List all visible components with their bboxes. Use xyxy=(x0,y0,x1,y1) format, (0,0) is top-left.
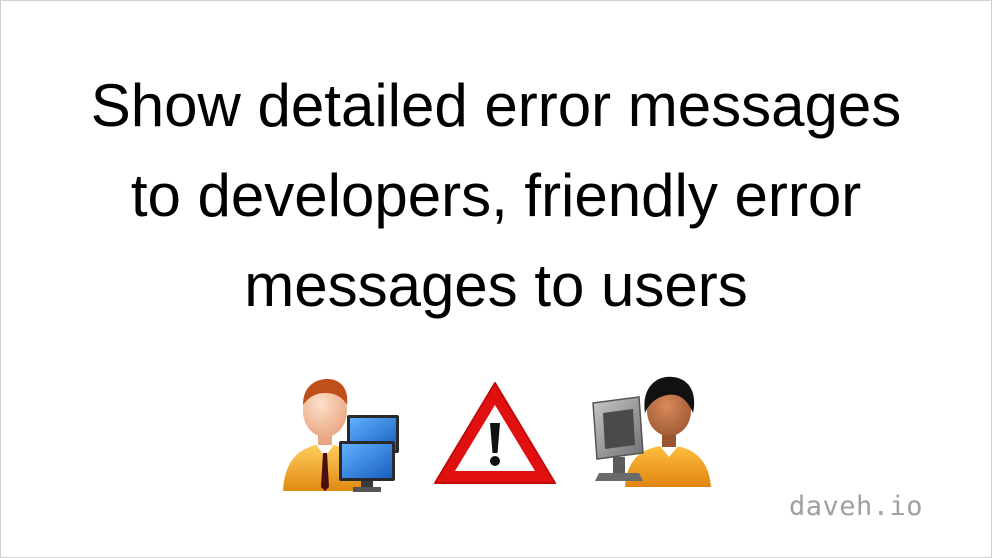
title-line-2: to developers, friendly error xyxy=(130,162,862,229)
user-at-computer-icon xyxy=(592,376,711,487)
watermark: daveh.io xyxy=(789,491,924,522)
developer-with-computers-icon xyxy=(283,379,399,492)
warning-triangle-icon xyxy=(434,382,556,484)
title-line-1: Show detailed error messages xyxy=(90,72,902,139)
slide-title: Show detailed error messages to develope… xyxy=(1,61,991,331)
title-line-3: messages to users xyxy=(244,252,748,319)
